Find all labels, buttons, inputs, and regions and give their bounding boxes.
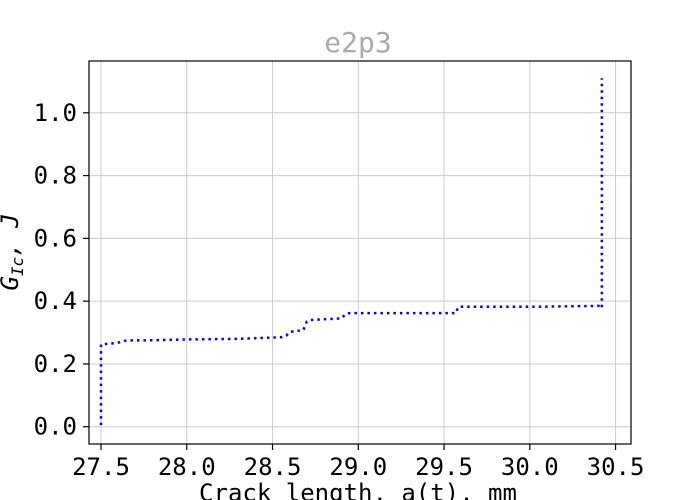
series-line bbox=[99, 78, 604, 426]
grid-layer bbox=[89, 61, 631, 444]
y-axis-label: GIc, J bbox=[0, 213, 27, 290]
x-tick-label: 29.0 bbox=[329, 453, 387, 481]
x-tick-label: 29.5 bbox=[415, 453, 473, 481]
chart-title: e2p3 bbox=[324, 26, 391, 59]
x-tick-label: 28.5 bbox=[244, 453, 302, 481]
x-tick-label: 30.0 bbox=[501, 453, 559, 481]
y-tick-label: 0.4 bbox=[34, 287, 77, 315]
x-tick-label: 27.5 bbox=[72, 453, 130, 481]
y-tick-label: 0.8 bbox=[34, 162, 77, 190]
y-tick-label: 0.6 bbox=[34, 224, 77, 252]
y-axis-label-rest: , J bbox=[0, 213, 24, 256]
plot-frame bbox=[88, 60, 632, 445]
x-tick-label: 28.0 bbox=[158, 453, 216, 481]
y-tick-label: 1.0 bbox=[34, 99, 77, 127]
y-tick-label: 0.0 bbox=[34, 413, 77, 441]
tick-layer: 27.5 28.0 28.5 29.0 29.5 30.0 30.5 0.0 0.2 0.4 0.6… bbox=[34, 99, 645, 481]
x-tick-label: 30.5 bbox=[587, 453, 645, 481]
series-layer bbox=[99, 78, 604, 426]
x-axis-label: Crack length, a(t), mm bbox=[199, 479, 517, 500]
y-tick-label: 0.2 bbox=[34, 350, 77, 378]
y-axis-label-main: G bbox=[0, 276, 24, 290]
y-axis-label-subscript: Ic bbox=[8, 257, 27, 276]
